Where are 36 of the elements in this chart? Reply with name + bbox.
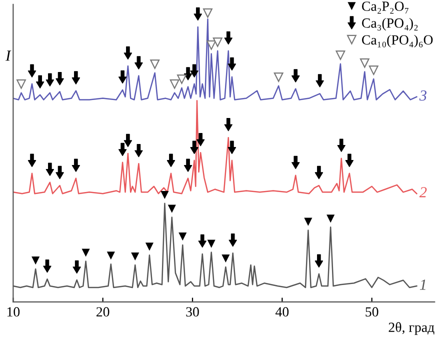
point [160, 190, 169, 199]
point [168, 204, 176, 212]
legend-label: Ca₃(PO₄)₂ [362, 18, 418, 31]
point [150, 59, 160, 69]
series-label: 1 [420, 280, 426, 290]
point [82, 248, 90, 256]
legend-label: Ca₁₀(PO₄)₆O [362, 34, 433, 48]
point [178, 232, 186, 240]
series-label: 3 [419, 90, 426, 101]
series-label: 2 [419, 187, 427, 198]
y-axis-title: I [5, 50, 12, 61]
point [177, 74, 186, 84]
point [131, 252, 139, 260]
x-tick-label: 10 [7, 307, 20, 317]
point [360, 58, 370, 68]
legend-label: Ca₂P₂O₇ [362, 2, 408, 14]
point [170, 79, 180, 89]
point [206, 40, 216, 50]
point [16, 79, 26, 89]
x-tick-label: 30 [186, 307, 199, 317]
point [107, 252, 115, 260]
point [203, 8, 212, 18]
point [368, 66, 378, 75]
point [222, 254, 230, 262]
point [208, 240, 216, 248]
point [304, 218, 312, 226]
point [146, 242, 154, 250]
point [212, 38, 222, 47]
x-tick-label: 50 [366, 307, 378, 317]
point [336, 50, 346, 60]
point [32, 256, 40, 264]
point [326, 214, 334, 222]
x-tick-label: 40 [276, 307, 289, 317]
point [274, 72, 284, 82]
x-tick-label: 20 [96, 307, 110, 317]
x-axis-title: 2θ, град [388, 322, 434, 335]
